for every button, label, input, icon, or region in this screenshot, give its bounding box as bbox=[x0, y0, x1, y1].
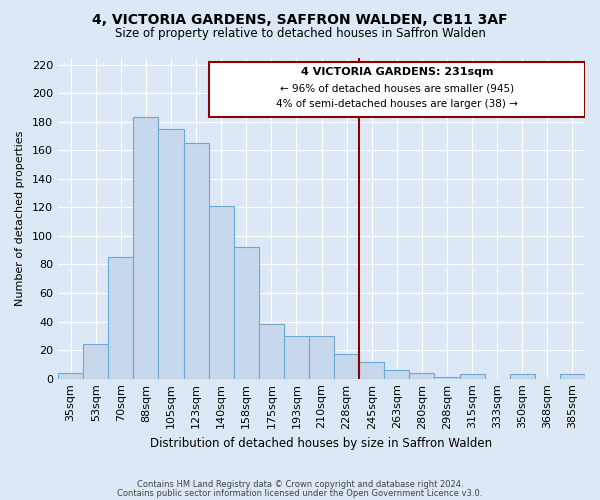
Bar bbox=[158, 129, 184, 378]
Text: 4% of semi-detached houses are larger (38) →: 4% of semi-detached houses are larger (3… bbox=[276, 99, 518, 109]
Bar bbox=[259, 324, 284, 378]
Text: 4, VICTORIA GARDENS, SAFFRON WALDEN, CB11 3AF: 4, VICTORIA GARDENS, SAFFRON WALDEN, CB1… bbox=[92, 12, 508, 26]
Bar bbox=[334, 354, 359, 378]
Text: ← 96% of detached houses are smaller (945): ← 96% of detached houses are smaller (94… bbox=[280, 83, 514, 93]
Bar bbox=[409, 373, 434, 378]
Bar bbox=[560, 374, 585, 378]
Bar bbox=[108, 258, 133, 378]
Text: 4 VICTORIA GARDENS: 231sqm: 4 VICTORIA GARDENS: 231sqm bbox=[301, 68, 493, 78]
Y-axis label: Number of detached properties: Number of detached properties bbox=[15, 130, 25, 306]
X-axis label: Distribution of detached houses by size in Saffron Walden: Distribution of detached houses by size … bbox=[151, 437, 493, 450]
Bar bbox=[460, 374, 485, 378]
Bar bbox=[209, 206, 234, 378]
Bar bbox=[83, 344, 108, 378]
Bar bbox=[209, 62, 585, 118]
Bar bbox=[133, 118, 158, 378]
Bar bbox=[359, 362, 384, 378]
Bar bbox=[384, 370, 409, 378]
Text: Contains public sector information licensed under the Open Government Licence v3: Contains public sector information licen… bbox=[118, 489, 482, 498]
Text: Contains HM Land Registry data © Crown copyright and database right 2024.: Contains HM Land Registry data © Crown c… bbox=[137, 480, 463, 489]
Bar bbox=[309, 336, 334, 378]
Text: Size of property relative to detached houses in Saffron Walden: Size of property relative to detached ho… bbox=[115, 28, 485, 40]
Bar bbox=[510, 374, 535, 378]
Bar bbox=[284, 336, 309, 378]
Bar bbox=[58, 373, 83, 378]
Bar bbox=[234, 248, 259, 378]
Bar bbox=[184, 143, 209, 378]
